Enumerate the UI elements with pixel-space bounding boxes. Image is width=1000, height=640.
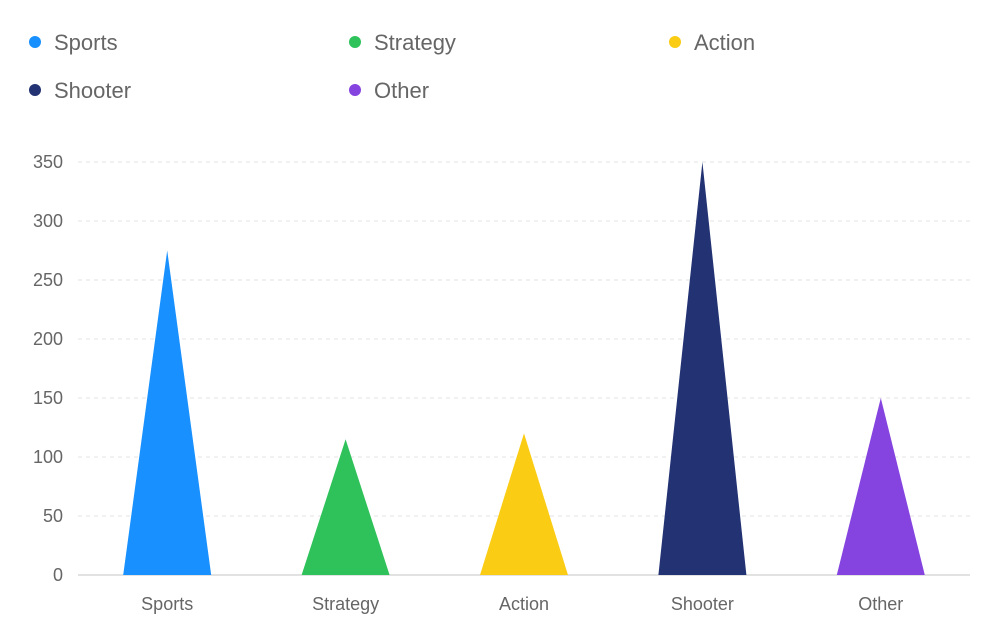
y-tick-label: 200 <box>33 329 63 349</box>
y-tick-label: 150 <box>33 388 63 408</box>
y-tick-label: 300 <box>33 211 63 231</box>
y-tick-label: 100 <box>33 447 63 467</box>
y-tick-label: 50 <box>43 506 63 526</box>
bars <box>123 162 925 575</box>
legend-marker <box>669 36 681 48</box>
legend: Sports Strategy Action Shooter Other <box>29 30 755 103</box>
legend-marker <box>349 36 361 48</box>
x-tick-label: Other <box>858 594 903 614</box>
x-axis: Sports Strategy Action Shooter Other <box>141 594 903 614</box>
y-tick-label: 250 <box>33 270 63 290</box>
x-tick-label: Sports <box>141 594 193 614</box>
legend-label: Strategy <box>374 30 456 55</box>
y-tick-label: 350 <box>33 152 63 172</box>
legend-item[interactable]: Strategy <box>349 30 456 55</box>
legend-label: Action <box>694 30 755 55</box>
x-tick-label: Action <box>499 594 549 614</box>
bar-action[interactable] <box>480 433 568 575</box>
legend-item[interactable]: Action <box>669 30 755 55</box>
legend-marker <box>349 84 361 96</box>
legend-marker <box>29 36 41 48</box>
bar-sports[interactable] <box>123 250 212 576</box>
y-tick-label: 0 <box>53 565 63 585</box>
legend-label: Sports <box>54 30 118 55</box>
legend-item[interactable]: Shooter <box>29 78 131 103</box>
y-axis: 0 50 100 150 200 250 300 350 <box>33 152 63 585</box>
legend-item[interactable]: Other <box>349 78 429 103</box>
legend-marker <box>29 84 41 96</box>
x-tick-label: Shooter <box>671 594 734 614</box>
legend-label: Other <box>374 78 429 103</box>
legend-item[interactable]: Sports <box>29 30 118 55</box>
bar-strategy[interactable] <box>301 439 390 575</box>
bar-other[interactable] <box>836 398 925 575</box>
bar-shooter[interactable] <box>658 162 747 575</box>
legend-label: Shooter <box>54 78 131 103</box>
x-tick-label: Strategy <box>312 594 379 614</box>
